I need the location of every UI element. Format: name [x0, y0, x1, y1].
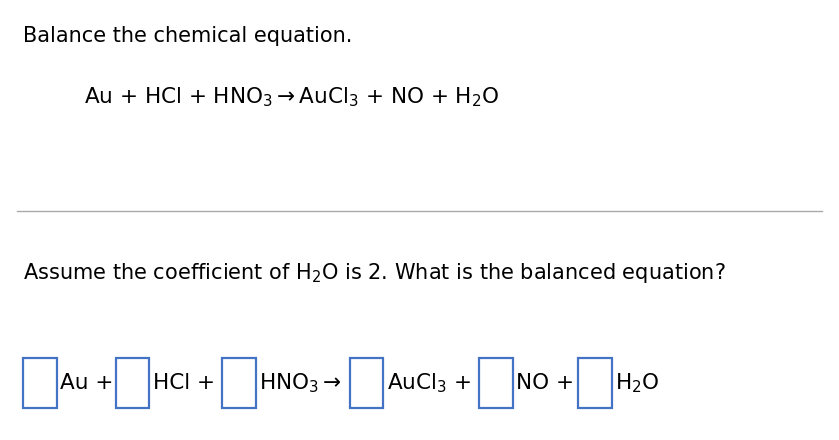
Text: HNO$_3$$\rightarrow$: HNO$_3$$\rightarrow$ — [259, 371, 342, 395]
FancyBboxPatch shape — [116, 357, 149, 408]
FancyBboxPatch shape — [222, 357, 256, 408]
Text: H$_2$O: H$_2$O — [615, 371, 659, 395]
Text: AuCl$_3$ +: AuCl$_3$ + — [387, 371, 471, 395]
Text: Assume the coefficient of H$_2$O is 2. What is the balanced equation?: Assume the coefficient of H$_2$O is 2. W… — [23, 261, 727, 285]
Text: Au + HCl + HNO$_3$$\rightarrow$AuCl$_3$ + NO + H$_2$O: Au + HCl + HNO$_3$$\rightarrow$AuCl$_3$ … — [84, 85, 499, 109]
Text: Balance the chemical equation.: Balance the chemical equation. — [23, 26, 353, 46]
FancyBboxPatch shape — [350, 357, 383, 408]
FancyBboxPatch shape — [578, 357, 612, 408]
Text: Au +: Au + — [60, 373, 114, 393]
Text: HCl +: HCl + — [153, 373, 215, 393]
FancyBboxPatch shape — [479, 357, 513, 408]
Text: NO +: NO + — [516, 373, 574, 393]
FancyBboxPatch shape — [23, 357, 57, 408]
